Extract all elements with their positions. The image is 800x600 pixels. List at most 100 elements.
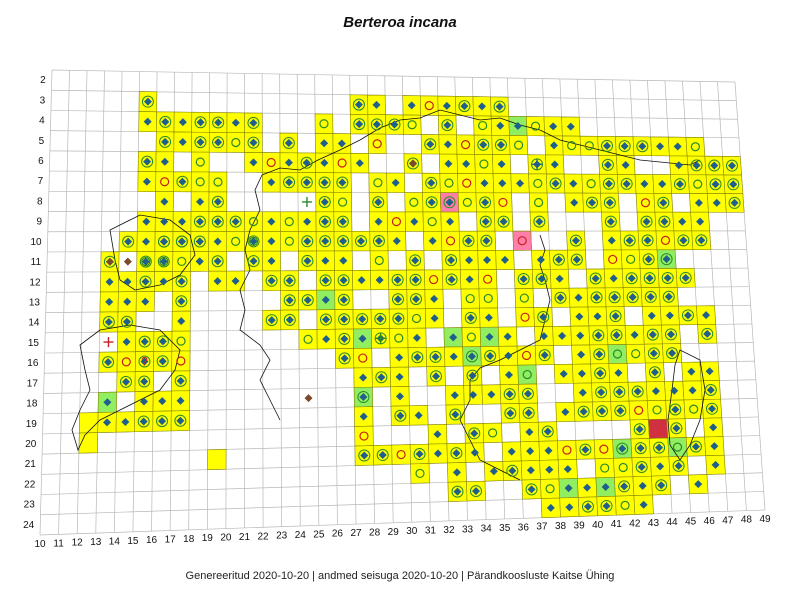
coastline bbox=[71, 109, 706, 481]
row-label: 19 bbox=[26, 419, 38, 430]
occupied-cell bbox=[540, 478, 561, 499]
occupied-cell bbox=[478, 288, 498, 309]
plus-icon bbox=[301, 196, 312, 207]
diamond-in-circle-icon bbox=[549, 177, 562, 190]
filled-diamond-icon bbox=[504, 370, 513, 379]
filled-diamond-icon bbox=[674, 161, 683, 170]
filled-diamond-icon bbox=[707, 404, 716, 413]
diamond-in-circle-icon bbox=[616, 442, 629, 455]
filled-diamond-icon bbox=[470, 429, 479, 438]
filled-diamond-icon bbox=[161, 137, 170, 146]
filled-diamond-icon bbox=[639, 500, 648, 509]
diamond-in-circle-icon bbox=[141, 95, 154, 108]
filled-diamond-icon bbox=[411, 275, 420, 284]
filled-diamond-icon bbox=[519, 274, 528, 283]
column-label: 28 bbox=[369, 527, 381, 538]
filled-diamond-icon bbox=[593, 312, 602, 321]
filled-diamond-icon bbox=[122, 317, 131, 326]
open-circle-icon bbox=[530, 121, 541, 131]
filled-diamond-icon bbox=[550, 160, 559, 169]
filled-diamond-icon bbox=[464, 236, 473, 245]
filled-diamond-icon bbox=[141, 257, 150, 266]
diamond-in-circle-icon bbox=[301, 254, 314, 267]
diamond-in-circle-icon bbox=[677, 234, 690, 247]
filled-diamond-icon bbox=[647, 311, 656, 320]
row-label: 20 bbox=[25, 439, 37, 450]
brown-diamond-icon bbox=[408, 159, 417, 168]
filled-diamond-icon bbox=[428, 236, 437, 245]
filled-diamond-icon bbox=[588, 198, 597, 207]
diamond-in-circle-icon bbox=[623, 234, 636, 247]
occupied-cell bbox=[655, 230, 676, 251]
column-label: 21 bbox=[239, 532, 251, 543]
filled-diamond-icon bbox=[140, 357, 149, 366]
filled-diamond-icon bbox=[231, 118, 240, 127]
occupied-cell bbox=[439, 173, 459, 193]
diamond-in-circle-icon bbox=[464, 311, 477, 324]
filled-diamond-icon bbox=[696, 217, 705, 226]
filled-diamond-icon bbox=[462, 159, 471, 168]
filled-diamond-icon bbox=[357, 237, 366, 246]
filled-diamond-icon bbox=[664, 292, 673, 301]
diamond-in-circle-icon bbox=[175, 275, 188, 288]
filled-diamond-icon bbox=[122, 337, 131, 346]
filled-diamond-icon bbox=[443, 121, 452, 130]
diamond-in-circle-icon bbox=[372, 196, 385, 209]
column-label: 11 bbox=[53, 538, 64, 549]
filled-diamond-icon bbox=[339, 237, 348, 246]
filled-diamond-icon bbox=[496, 121, 505, 130]
occupied-cell bbox=[208, 171, 228, 193]
filled-diamond-icon bbox=[571, 236, 580, 245]
filled-diamond-icon bbox=[139, 397, 148, 406]
diamond-in-circle-icon bbox=[357, 391, 370, 404]
diamond-in-circle-icon bbox=[618, 480, 631, 493]
occupied-cell bbox=[280, 231, 299, 252]
occupied-cell bbox=[424, 269, 444, 290]
filled-diamond-icon bbox=[285, 178, 294, 187]
diamond-in-circle-icon bbox=[410, 293, 423, 306]
filled-diamond-icon bbox=[121, 377, 130, 386]
filled-diamond-icon bbox=[105, 277, 114, 286]
column-label: 29 bbox=[388, 527, 400, 538]
open-circle-icon bbox=[427, 216, 437, 227]
filled-diamond-icon bbox=[231, 276, 240, 285]
occupied-cell bbox=[441, 230, 461, 251]
coastline-island-saaremaa bbox=[71, 324, 181, 452]
diamond-in-circle-icon bbox=[658, 215, 671, 228]
diamond-in-circle-icon bbox=[391, 273, 404, 286]
open-circle-icon bbox=[372, 139, 382, 149]
filled-diamond-icon bbox=[303, 256, 312, 265]
diamond-in-circle-icon bbox=[634, 442, 647, 455]
diamond-in-circle-icon bbox=[538, 349, 551, 362]
diamond-in-circle-icon bbox=[102, 315, 115, 328]
filled-diamond-icon bbox=[648, 330, 657, 339]
filled-diamond-icon bbox=[447, 256, 456, 265]
filled-diamond-icon bbox=[415, 450, 424, 459]
diamond-in-circle-icon bbox=[586, 196, 599, 209]
diamond-in-circle-icon bbox=[122, 235, 135, 248]
filled-diamond-icon bbox=[691, 442, 700, 451]
open-circle-icon bbox=[231, 236, 241, 246]
filled-diamond-icon bbox=[535, 217, 544, 226]
diamond-in-circle-icon bbox=[370, 118, 383, 131]
diamond-in-circle-icon bbox=[569, 234, 582, 247]
filled-diamond-icon bbox=[503, 332, 512, 341]
filled-diamond-icon bbox=[249, 257, 258, 266]
occupied-cell bbox=[516, 345, 537, 366]
diamond-in-circle-icon bbox=[541, 425, 554, 438]
diamond-in-circle-icon bbox=[673, 178, 686, 191]
diamond-in-circle-icon bbox=[705, 402, 718, 415]
occupied-cell bbox=[528, 192, 549, 213]
diamond-in-circle-icon bbox=[157, 235, 170, 248]
filled-diamond-icon bbox=[644, 255, 653, 264]
filled-diamond-icon bbox=[609, 274, 618, 283]
filled-diamond-icon bbox=[640, 179, 649, 188]
diamond-in-circle-icon bbox=[681, 309, 694, 322]
filled-diamond-icon bbox=[615, 387, 624, 396]
diamond-in-circle-icon bbox=[139, 255, 152, 268]
diamond-in-circle-icon bbox=[194, 116, 207, 129]
occupied-cell bbox=[625, 343, 646, 364]
filled-diamond-icon bbox=[481, 198, 490, 207]
filled-diamond-icon bbox=[104, 358, 113, 367]
filled-diamond-icon bbox=[159, 257, 168, 266]
